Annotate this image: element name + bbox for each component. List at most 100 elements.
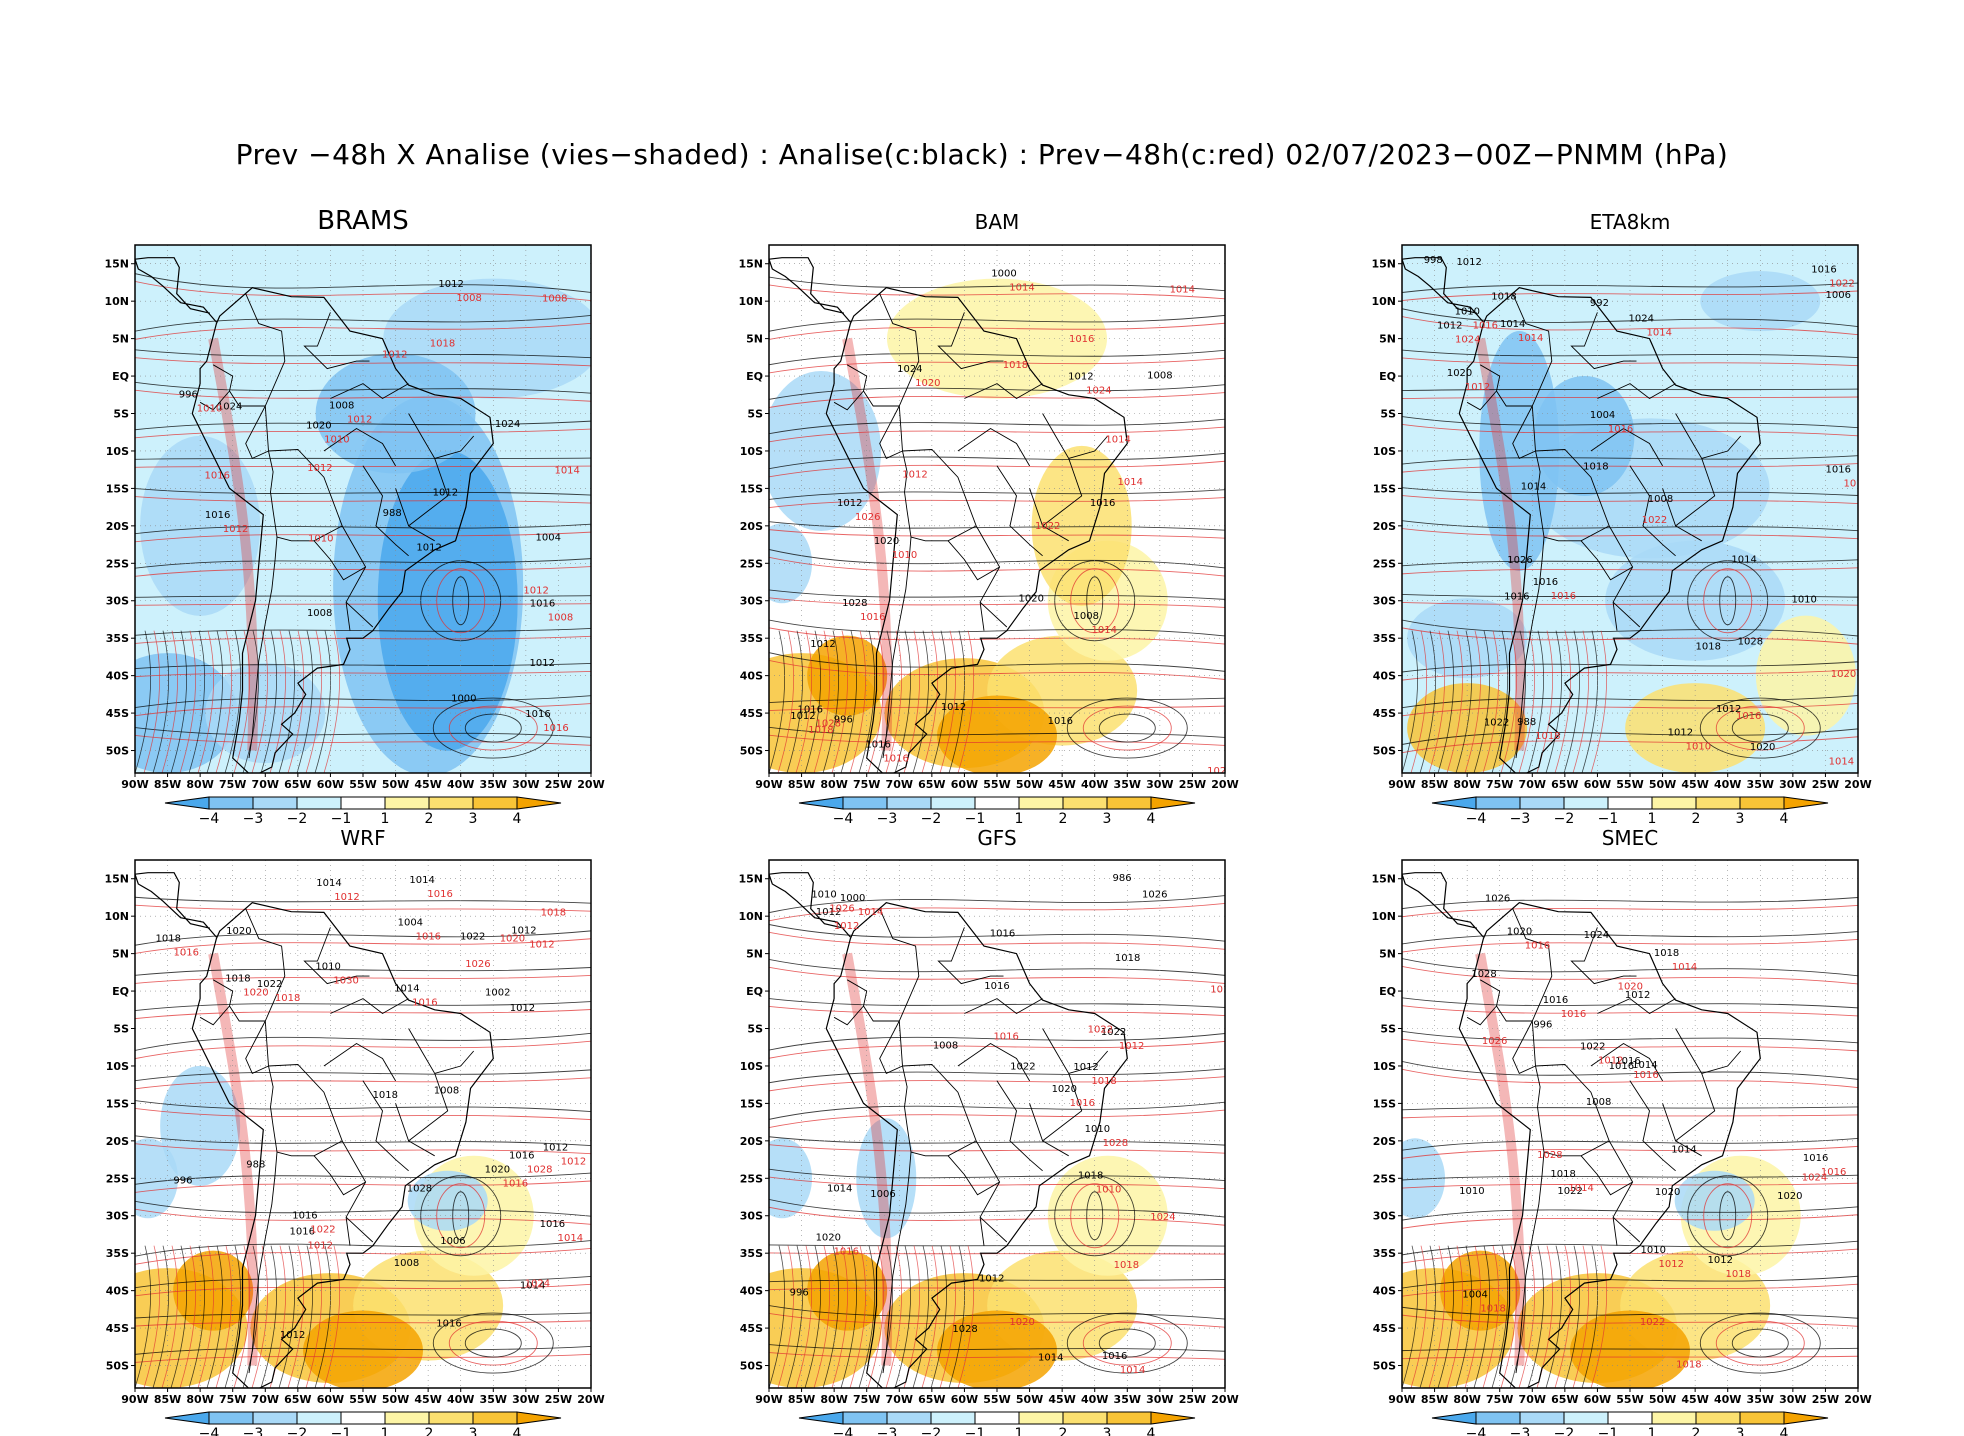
analysis-contour-label: 996	[790, 1287, 809, 1298]
analysis-contour-label: 1014	[316, 878, 341, 889]
analysis-contour-label: 1028	[952, 1324, 977, 1335]
analysis-contour-label: 1016	[798, 705, 823, 716]
forecast-isobar	[135, 1353, 591, 1363]
isobar-southern-gradient	[161, 630, 179, 773]
forecast-contour-label: 1016	[993, 1031, 1018, 1042]
isobar-southern-gradient	[251, 630, 269, 773]
analysis-contour-label: 1018	[156, 933, 181, 944]
isobar-southern-gradient	[1500, 630, 1518, 773]
isobar-southern-gradient	[278, 1245, 296, 1388]
lon-tick-label: 20W	[1844, 778, 1871, 791]
colorbar-segment	[1695, 796, 1741, 810]
forecast-contour-label: 1018	[430, 339, 455, 350]
south-america-coastline	[191, 287, 494, 773]
lon-tick-label: 60W	[1584, 778, 1611, 791]
analysis-isobar	[135, 1240, 591, 1257]
forecast-contour-label: 1022	[1088, 1025, 1113, 1036]
analysis-isobar	[1402, 728, 1858, 746]
forecast-contour-label: 1026	[1482, 1036, 1507, 1047]
colorbar-segment	[472, 1411, 518, 1425]
forecast-isobar	[769, 1005, 1225, 1017]
forecast-isobar	[769, 322, 1225, 340]
analysis-contour-label: 1022	[1101, 1027, 1126, 1038]
colorbar: −4 −3 −2 −1 1 2 3 4	[798, 796, 1196, 827]
forecast-contour-label: 1014	[1518, 333, 1543, 344]
lat-tick-label: 15N	[1371, 258, 1396, 271]
analysis-isobar	[769, 958, 1225, 976]
forecast-contour-label: 1014	[1672, 962, 1697, 973]
isobar-southern-gradient	[867, 630, 885, 773]
analysis-contour-label: 1016	[1826, 465, 1851, 476]
colorbar-arrow-left	[1431, 1411, 1477, 1425]
south-america-coastline	[1458, 902, 1761, 1388]
forecast-isobar	[135, 974, 591, 984]
analysis-isobar	[1402, 1275, 1858, 1289]
isobar-southern-gradient	[948, 1245, 966, 1388]
lon-tick-label: 40W	[1714, 1393, 1741, 1406]
analysis-contour-label: 1024	[1629, 313, 1654, 324]
analysis-contour-label: 1012	[790, 711, 815, 722]
forecast-isobar	[769, 426, 1225, 443]
forecast-contour-label: 1016	[1561, 1009, 1586, 1020]
colorbar-label: 4	[513, 811, 522, 827]
analysis-isobar	[135, 727, 591, 738]
analysis-contour-label: 1010	[811, 889, 836, 900]
analysis-contour-label: 1012	[280, 1330, 305, 1341]
lon-tick-label: 20W	[1844, 1393, 1871, 1406]
lat-tick-label: 10N	[738, 295, 763, 308]
isobar-southern-gradient	[1509, 1245, 1527, 1388]
anticyclone-isobar	[436, 1183, 486, 1249]
isobar-southern-gradient	[1437, 630, 1455, 773]
lat-tick-label: 30S	[740, 595, 763, 608]
analysis-contour-label: 1018	[1654, 948, 1679, 959]
lat-tick-label: 30S	[106, 1210, 129, 1223]
analysis-contour-label: 992	[1590, 298, 1609, 309]
analysis-contour-label: 1014	[1521, 482, 1546, 493]
lat-tick-label: 5N	[112, 948, 129, 961]
colorbar-arrow-left	[164, 796, 210, 810]
analysis-isobar	[135, 896, 591, 904]
forecast-contour-label: 1016	[412, 997, 437, 1008]
analysis-contour-label: 1016	[1504, 591, 1529, 602]
forecast-contour-label: 1026	[829, 903, 854, 914]
anticyclone-isobar	[432, 697, 554, 759]
forecast-contour-label: 1018	[808, 725, 833, 736]
forecast-contour-label: 1024	[525, 1279, 550, 1290]
anticyclone-isobar	[1098, 713, 1156, 743]
isobar-southern-gradient	[1402, 630, 1419, 773]
anticyclone-isobar	[1703, 568, 1753, 634]
analysis-isobar	[769, 1344, 1225, 1352]
isobar-southern-gradient	[822, 630, 840, 773]
colorbar-label: −3	[877, 1426, 898, 1436]
isobar-southern-gradient	[305, 630, 323, 773]
isobar-southern-gradient	[170, 630, 188, 773]
colorbar-label: 3	[1736, 811, 1745, 827]
isobar-southern-gradient	[1563, 1245, 1581, 1388]
andes-contour-band	[842, 337, 893, 751]
colorbar-segment	[296, 796, 342, 810]
forecast-contour-label: 1008	[548, 612, 573, 623]
analysis-isobar	[769, 652, 1225, 672]
forecast-contour-label: 1012	[1465, 382, 1490, 393]
analysis-contour-label: 1018	[1696, 641, 1721, 652]
lat-tick-label: 15S	[106, 482, 129, 495]
analysis-contour-label: 1016	[1533, 577, 1558, 588]
forecast-contour-label: 1016	[1473, 320, 1498, 331]
forecast-contour-label: 1022	[1829, 279, 1854, 290]
colorbar-label: 4	[513, 1426, 522, 1436]
analysis-contour-label: 996	[179, 390, 198, 401]
country-border	[276, 525, 343, 542]
isobar-southern-gradient	[251, 1245, 269, 1388]
analysis-contour-label: 1024	[495, 419, 520, 430]
colorbar-segment	[1563, 796, 1609, 810]
lon-tick-label: 35W	[1747, 778, 1774, 791]
isobar-southern-gradient	[1410, 630, 1428, 773]
analysis-isobar	[1402, 1347, 1858, 1352]
forecast-contour-label: 1022	[1640, 1317, 1665, 1328]
isobar-southern-gradient	[323, 630, 341, 773]
isobar-southern-gradient	[831, 630, 849, 773]
country-border	[979, 601, 1008, 628]
forecast-contour-label: 1026	[465, 959, 490, 970]
isobar-southern-gradient	[323, 1245, 341, 1388]
